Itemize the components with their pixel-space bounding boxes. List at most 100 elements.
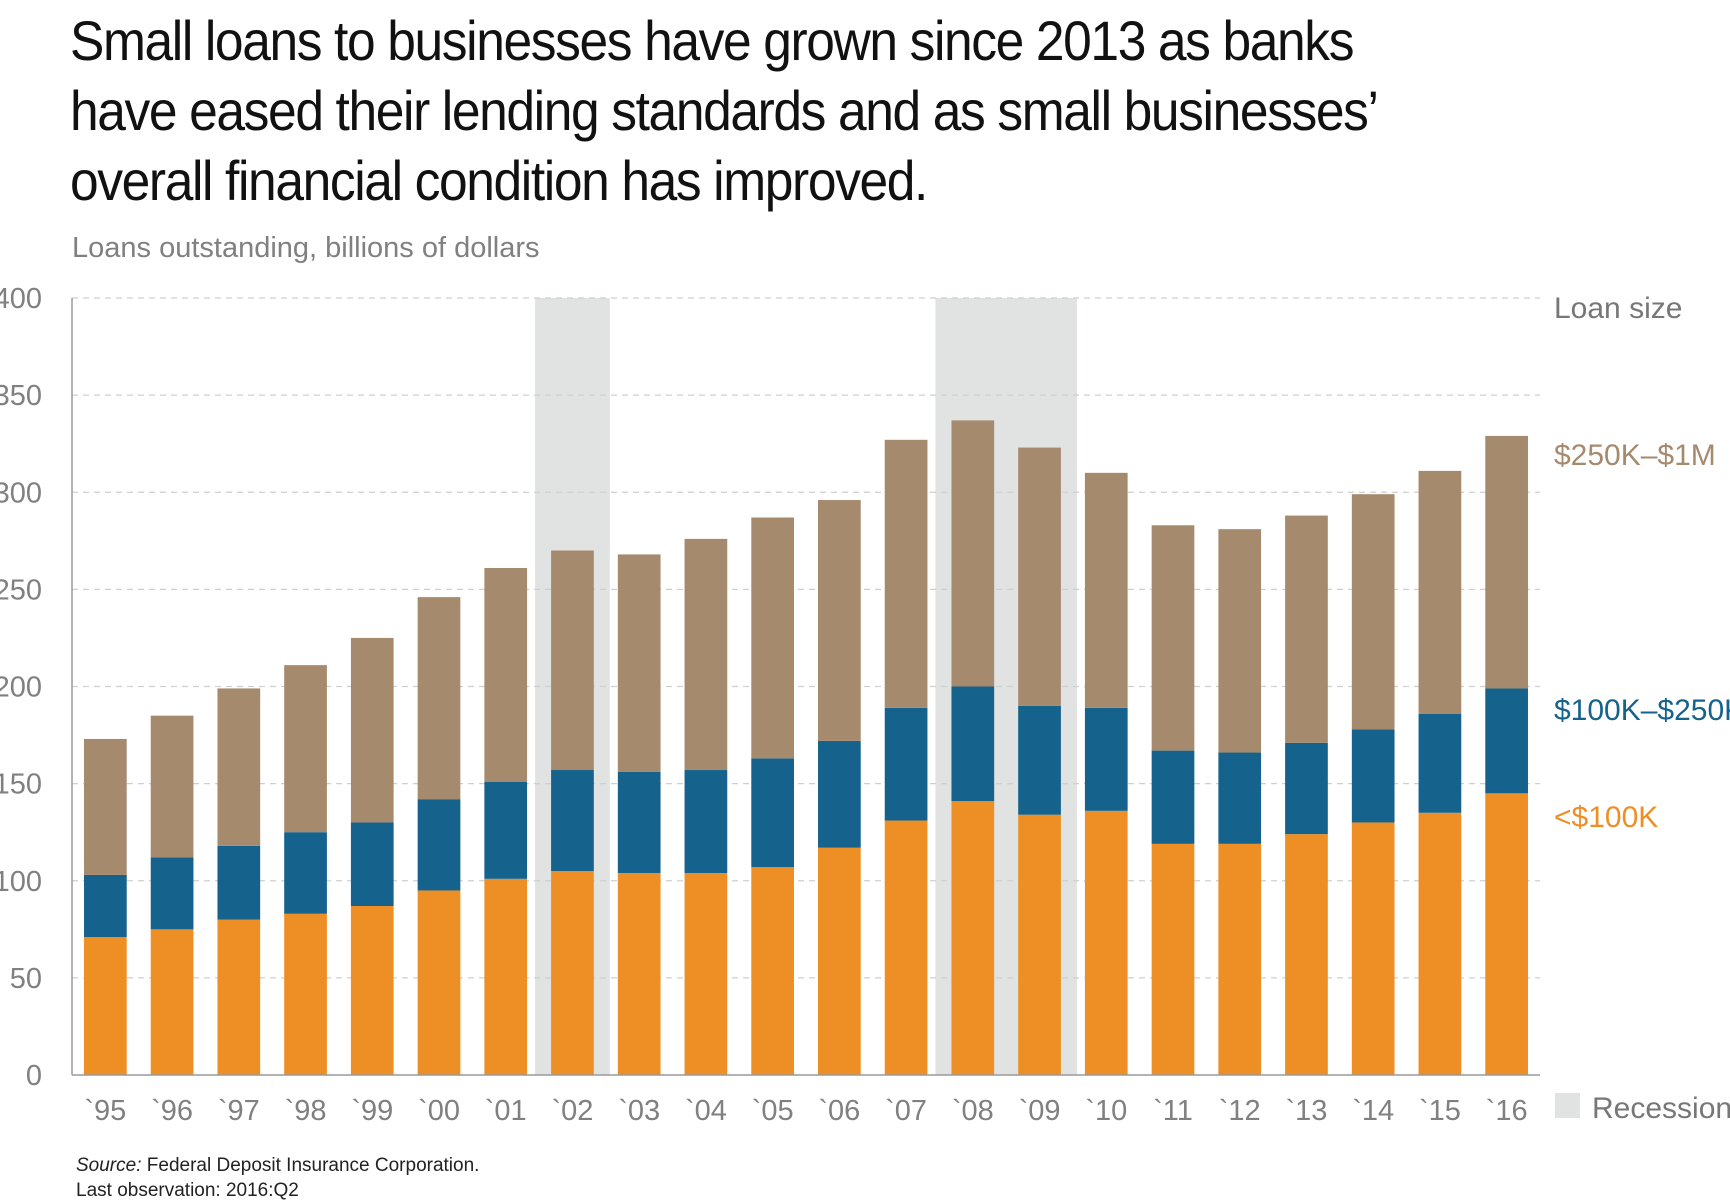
bar-segment-lt100k <box>1418 812 1462 1075</box>
bar-segment-250k-1m <box>1485 435 1528 689</box>
bar-segment-250k-1m <box>1218 529 1262 753</box>
x-tick-label: `02 <box>551 1095 593 1127</box>
bar-segment-lt100k <box>217 919 261 1075</box>
x-tick-label: `98 <box>285 1095 327 1127</box>
x-tick-label: `95 <box>84 1095 126 1127</box>
x-tick-label: `13 <box>1285 1095 1327 1127</box>
bar-segment-lt100k <box>818 847 861 1075</box>
bar-segment-250k-1m <box>1285 515 1328 743</box>
bar-segment-lt100k <box>1018 814 1061 1075</box>
x-tick-label: `12 <box>1219 1095 1261 1127</box>
bar-segment-lt100k <box>1351 822 1395 1075</box>
source-note: Source: Federal Deposit Insurance Corpor… <box>76 1153 479 1203</box>
bar-segment-250k-1m <box>350 637 394 823</box>
bar-segment-250k-1m <box>751 517 794 759</box>
x-tick-label: `01 <box>485 1095 527 1127</box>
bar-segment-100k-250k <box>84 874 127 938</box>
bar-segment-100k-250k <box>551 770 594 872</box>
bar-segment-100k-250k <box>818 740 861 848</box>
legend-label: $100K–$250K <box>1554 694 1730 727</box>
axes: 0 50 100 150 200 250 300 350 400 `95 `96 `97 `98 `99 `… <box>0 283 1540 1127</box>
y-tick-label: 400 <box>0 283 42 315</box>
bar-segment-250k-1m <box>1151 525 1195 751</box>
chart-title: Small loans to businesses have grown sin… <box>70 9 1377 212</box>
bar-segment-lt100k <box>1285 834 1328 1075</box>
bar-segment-lt100k <box>1084 810 1128 1075</box>
y-tick-label: 200 <box>0 672 42 704</box>
bar-segment-100k-250k <box>1418 713 1462 813</box>
x-tick-label: `97 <box>218 1095 260 1127</box>
x-tick-label: `04 <box>685 1095 727 1127</box>
bar-segment-250k-1m <box>84 738 127 875</box>
bar-segment-250k-1m <box>1018 447 1061 706</box>
bar-segment-lt100k <box>1485 793 1528 1075</box>
bar-segment-100k-250k <box>1018 705 1061 815</box>
x-tick-label: `07 <box>885 1095 927 1127</box>
bar-segment-250k-1m <box>684 538 728 771</box>
bar-segment-lt100k <box>684 872 728 1075</box>
source-label: Source: <box>76 1155 142 1176</box>
y-tick-label: 50 <box>10 963 42 995</box>
bar-segment-lt100k <box>751 867 794 1075</box>
bar-segment-100k-250k <box>350 822 394 907</box>
bar-segment-250k-1m <box>484 568 528 782</box>
bar-segment-250k-1m <box>884 439 928 708</box>
bar-segment-lt100k <box>150 929 194 1075</box>
bar-segment-250k-1m <box>150 715 194 858</box>
y-tick-label: 0 <box>26 1060 42 1092</box>
x-tick-label: `05 <box>752 1095 794 1127</box>
y-tick-label: 250 <box>0 574 42 606</box>
bar-segment-100k-250k <box>1151 750 1195 844</box>
bar-segment-lt100k <box>884 820 928 1075</box>
x-tick-label: `11 <box>1153 1095 1193 1127</box>
y-tick-label: 150 <box>0 769 42 801</box>
legend-title: Loan size <box>1554 292 1682 325</box>
bar-segment-250k-1m <box>818 500 861 741</box>
bar-segment-100k-250k <box>150 857 194 930</box>
bar-segment-250k-1m <box>551 550 594 771</box>
bar-segment-lt100k <box>617 872 661 1075</box>
y-tick-label: 350 <box>0 380 42 412</box>
bar-segment-100k-250k <box>1285 742 1328 835</box>
bar-segment-100k-250k <box>951 686 995 802</box>
y-axis-label: Loans outstanding, billions of dollars <box>72 232 540 264</box>
bar-segment-lt100k <box>1218 843 1262 1075</box>
bar-segment-100k-250k <box>217 845 261 920</box>
bar-segment-100k-250k <box>751 758 794 868</box>
y-tick-label: 100 <box>0 866 42 898</box>
bar-segment-100k-250k <box>484 781 528 879</box>
recession-legend-label: Recession <box>1592 1092 1730 1125</box>
x-tick-label: `99 <box>351 1095 393 1127</box>
x-tick-label: `15 <box>1419 1095 1461 1127</box>
last-observation: Last observation: 2016:Q2 <box>76 1180 299 1201</box>
x-tick-label: `00 <box>418 1095 460 1127</box>
bars <box>84 420 1528 1075</box>
bar-segment-lt100k <box>1151 843 1195 1075</box>
recession-legend-swatch <box>1555 1093 1580 1118</box>
bar-segment-lt100k <box>284 913 327 1075</box>
bar-segment-lt100k <box>951 801 995 1075</box>
bar-segment-100k-250k <box>884 707 928 821</box>
bar-segment-250k-1m <box>1084 472 1128 708</box>
bar-segment-lt100k <box>551 871 594 1075</box>
legend-label: $250K–$1M <box>1554 439 1716 472</box>
x-tick-label: `96 <box>151 1095 193 1127</box>
x-tick-label: `14 <box>1352 1095 1394 1127</box>
x-tick-label: `03 <box>618 1095 660 1127</box>
bar-segment-100k-250k <box>684 770 728 873</box>
bar-segment-250k-1m <box>417 597 461 800</box>
source-text: Federal Deposit Insurance Corporation. <box>146 1155 480 1176</box>
bar-segment-100k-250k <box>1218 752 1262 844</box>
bar-segment-100k-250k <box>1485 688 1528 794</box>
bar-segment-100k-250k <box>1351 729 1395 823</box>
x-tick-label: `06 <box>818 1095 860 1127</box>
bar-segment-lt100k <box>484 878 528 1075</box>
x-tick-label: `09 <box>1019 1095 1061 1127</box>
bar-segment-250k-1m <box>1418 470 1462 714</box>
x-tick-label: `08 <box>952 1095 994 1127</box>
bar-segment-250k-1m <box>217 688 261 846</box>
bar-segment-250k-1m <box>617 554 661 772</box>
bar-segment-lt100k <box>350 906 394 1075</box>
legend-label: <$100K <box>1554 801 1658 834</box>
